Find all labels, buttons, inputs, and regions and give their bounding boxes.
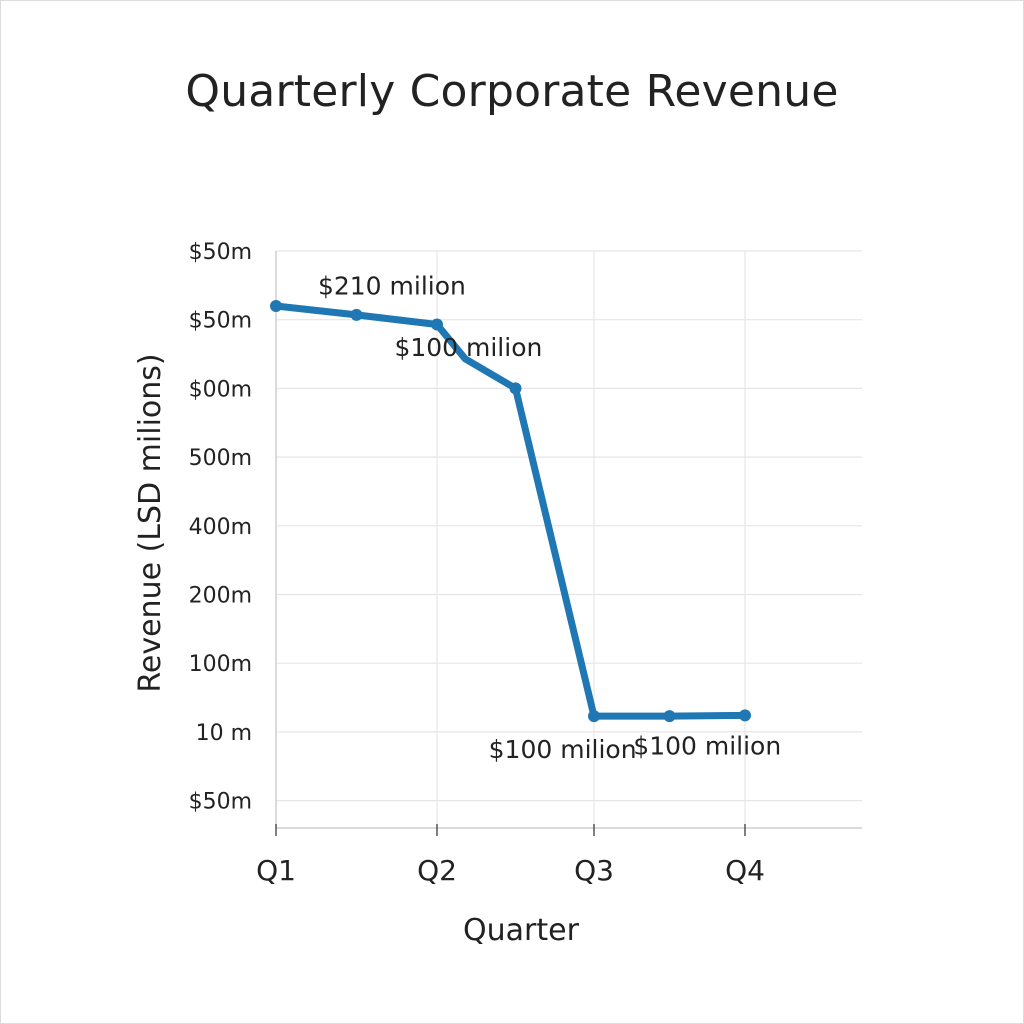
data-point bbox=[431, 318, 443, 331]
x-tick-labels: Q1 Q2 Q3 Q4 bbox=[256, 854, 765, 887]
x-tick-label: Q1 bbox=[256, 854, 296, 887]
data-label: $100 milion bbox=[489, 735, 637, 764]
data-point bbox=[509, 382, 522, 395]
y-tick-labels: $50m $50m $00m 500m 400m 200m 100m 10 m $50m bbox=[189, 240, 252, 815]
series bbox=[270, 299, 751, 723]
chart-title: Quarterly Corporate Revenue bbox=[185, 66, 839, 117]
x-tick-label: Q2 bbox=[417, 854, 457, 887]
y-tick-label: $50m bbox=[189, 309, 252, 334]
y-tick-label: 10 m bbox=[196, 721, 252, 746]
y-tick-label: $50m bbox=[189, 240, 252, 265]
y-tick-label: 200m bbox=[189, 584, 252, 609]
annotations: $210 milion$100 milion$100 milion$100 mi… bbox=[318, 271, 781, 764]
y-tick-label: 100m bbox=[189, 652, 252, 677]
data-label: $100 milion bbox=[633, 732, 781, 761]
data-point bbox=[739, 709, 751, 722]
y-tick-label: $00m bbox=[189, 377, 252, 402]
data-point bbox=[663, 710, 676, 723]
data-label: $210 milion bbox=[318, 271, 466, 300]
x-tick-label: Q3 bbox=[574, 854, 614, 887]
data-point bbox=[270, 299, 282, 312]
y-tick-label: 500m bbox=[189, 446, 252, 471]
y-tick-label: 400m bbox=[189, 515, 252, 540]
data-point bbox=[588, 710, 600, 723]
y-tick-label: $50m bbox=[189, 790, 252, 815]
grid bbox=[276, 250, 862, 828]
data-label: $100 milion bbox=[394, 333, 542, 362]
x-axis-label: Quarter bbox=[463, 913, 580, 948]
axes bbox=[275, 251, 862, 836]
data-point bbox=[350, 308, 363, 321]
x-tick-label: Q4 bbox=[725, 854, 765, 887]
revenue-line bbox=[272, 302, 749, 720]
y-axis-label: Revenue (LSD milions) bbox=[133, 353, 168, 692]
